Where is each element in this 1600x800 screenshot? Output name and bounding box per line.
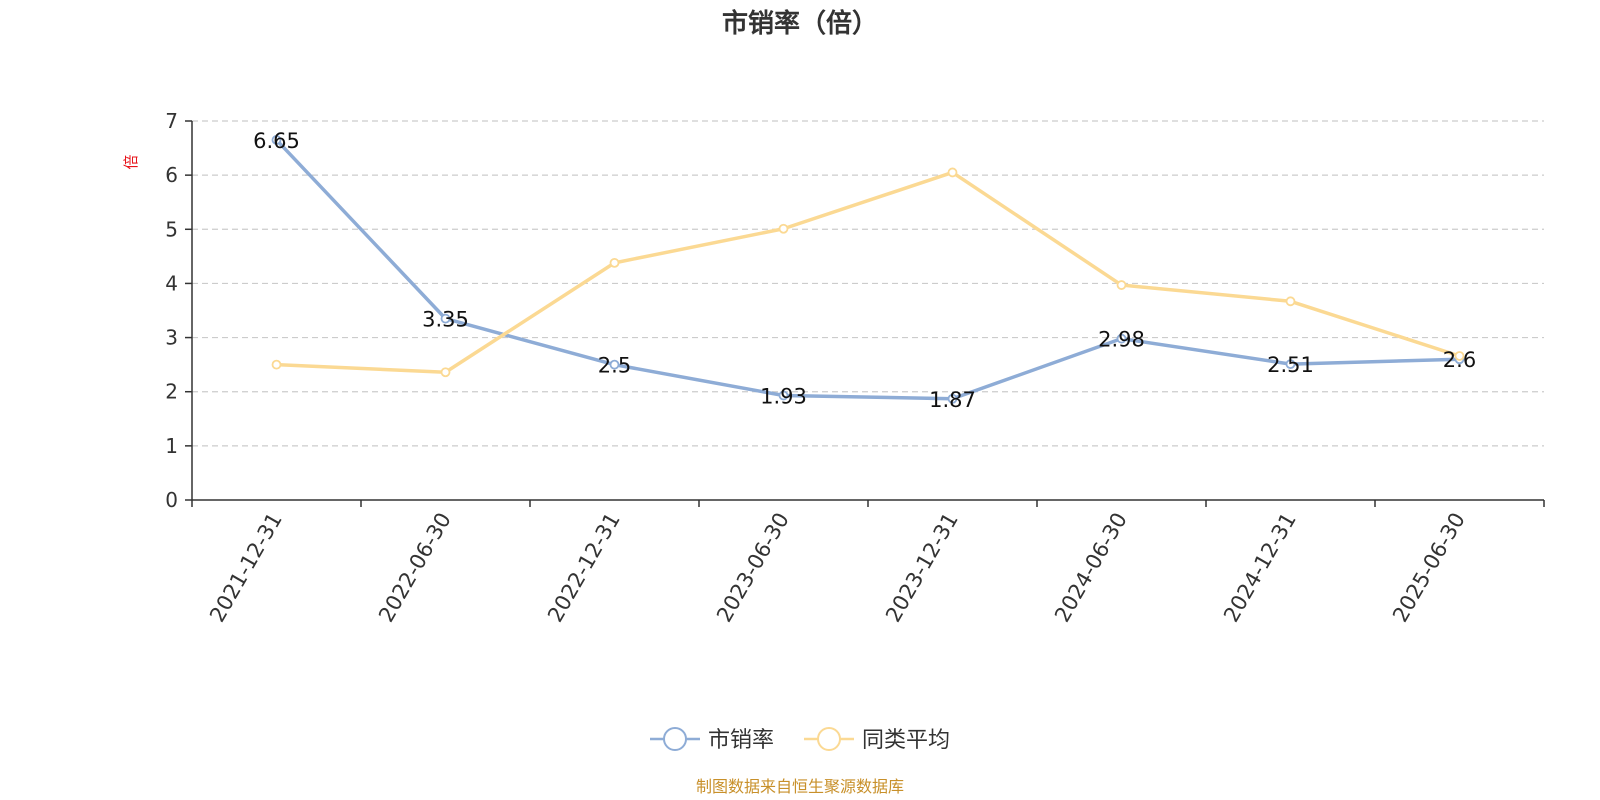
source-note: 制图数据来自恒生聚源数据库 [696,777,904,796]
data-label: 2.98 [1098,328,1145,352]
data-point[interactable] [1116,333,1127,344]
data-point[interactable] [1454,351,1465,361]
data-label: 2.5 [598,354,631,378]
y-tick-label: 3 [165,326,178,350]
x-tick-label: 2022-06-30 [374,509,456,627]
y-tick-label: 0 [165,488,178,512]
y-tick-label: 1 [165,434,178,458]
y-tick-label: 2 [165,380,178,404]
legend-item-1[interactable]: 同类平均 [804,727,950,753]
legend-item-0[interactable]: 市销率 [650,727,774,753]
legend-label: 市销率 [708,728,774,753]
data-label: 1.87 [929,388,976,412]
data-point[interactable] [1285,296,1296,307]
series-lines [271,135,1465,404]
x-tick-label: 2024-06-30 [1050,509,1132,627]
data-point[interactable] [778,223,789,234]
x-tick-label: 2024-12-31 [1219,509,1301,627]
x-tick-label: 2023-06-30 [712,509,794,627]
y-tick-label: 5 [165,217,178,241]
y-tick-label: 6 [165,163,178,187]
data-point[interactable] [947,167,958,178]
legend-marker [663,727,687,751]
data-point[interactable] [778,390,789,401]
data-label: 3.35 [422,308,469,332]
x-tick-label: 2023-12-31 [881,509,963,627]
series-line-1 [276,170,1461,374]
legend: 市销率 同类平均 [650,727,950,753]
x-tick-label: 2022-12-31 [543,509,625,627]
data-label: 6.65 [253,129,300,153]
data-point[interactable] [1116,280,1127,290]
data-labels: 6.65 3.35 2.5 1.93 1.87 2.98 2.51 2.6 [253,129,1476,412]
data-point[interactable] [271,359,282,370]
data-point[interactable] [1285,359,1296,370]
legend-label: 同类平均 [862,728,950,753]
data-label: 2.6 [1443,348,1476,372]
data-label: 2.51 [1267,353,1314,377]
data-point[interactable] [947,393,958,404]
grid-lines [192,120,1544,447]
y-tick-label: 7 [165,109,178,133]
y-tick-label: 4 [165,271,178,295]
chart-title: 市销率（倍） [722,8,878,39]
data-point[interactable] [271,135,282,145]
data-point[interactable] [440,313,451,324]
y-axis-unit-label: 倍 [122,154,140,169]
series-line-0 [275,138,1460,401]
data-point[interactable] [609,359,620,370]
data-point[interactable] [609,257,620,268]
x-tick-label: 2021-12-31 [205,509,287,627]
data-point[interactable] [440,367,451,378]
x-tick-label: 2025-06-30 [1388,509,1470,627]
data-label: 1.93 [760,385,807,409]
legend-marker [817,727,841,751]
